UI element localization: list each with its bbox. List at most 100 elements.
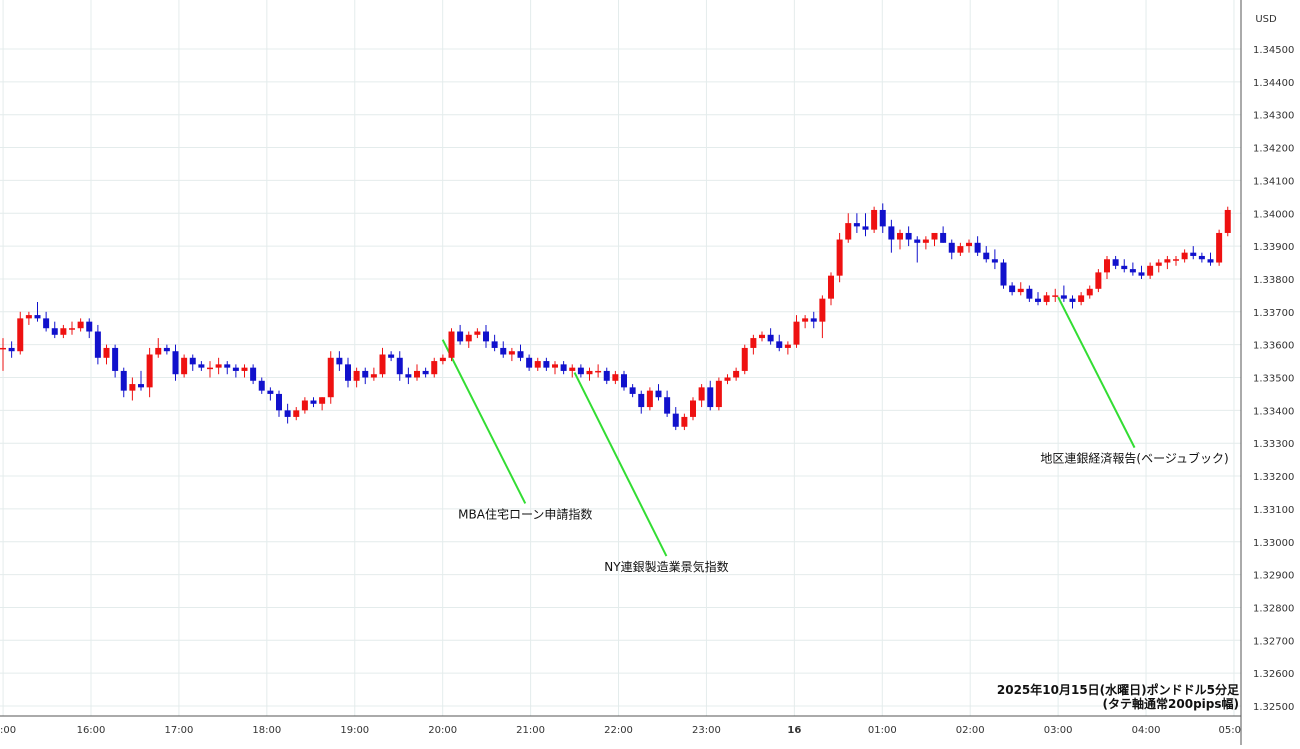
candle [181, 354, 188, 378]
candle [586, 367, 593, 381]
candle [724, 374, 731, 385]
candle-body-down [172, 351, 179, 375]
candle-body-up [77, 321, 84, 329]
candle-body-up [1017, 288, 1024, 293]
time-tick-label: 03:00 [1044, 725, 1073, 736]
candle [1026, 285, 1033, 302]
candle-body-up [370, 374, 377, 378]
candle [612, 370, 619, 385]
candle [129, 377, 136, 401]
candle-body-down [310, 400, 317, 404]
candle-body-up [465, 334, 472, 342]
candle-body-up [569, 367, 576, 371]
candle-body-up [690, 400, 696, 417]
candle-body-down [1026, 288, 1033, 299]
candle-body-down [853, 223, 860, 227]
candle [163, 344, 170, 355]
price-tick-label: 1.33700 [1253, 308, 1294, 319]
candle-body-up [750, 338, 757, 348]
candle-body-up [698, 387, 705, 401]
candle [69, 321, 75, 335]
time-tick-label: 21:00 [516, 725, 545, 736]
price-tick-label: 1.33000 [1253, 538, 1294, 549]
candle [1112, 255, 1119, 270]
candle-body-up [715, 380, 722, 408]
candle-body-up [586, 370, 593, 375]
candle [552, 361, 558, 375]
candle-body-up [319, 397, 326, 404]
candle-body-up [741, 347, 748, 371]
candle-body-up [1164, 259, 1171, 263]
candle-body-down [879, 209, 886, 227]
candle [258, 377, 265, 394]
candle [8, 341, 15, 358]
candle-body-up [69, 328, 75, 330]
candle-body-up [871, 209, 878, 230]
candle-body-up [828, 275, 834, 299]
candle [465, 331, 472, 348]
candle-body-up [1086, 288, 1093, 296]
time-tick-label: 18:00 [252, 725, 281, 736]
candle-body-down [776, 341, 783, 348]
candle [879, 203, 886, 233]
price-tick-label: 1.34300 [1253, 111, 1294, 122]
candle [715, 377, 722, 411]
candle [733, 367, 740, 381]
candle-body-down [189, 357, 196, 365]
candle [172, 344, 179, 381]
candle-body-down [267, 390, 274, 394]
candle-body-down [707, 387, 714, 408]
candle-body-down [1121, 265, 1128, 270]
time-tick-label: 22:00 [604, 725, 633, 736]
candle-body-down [767, 334, 774, 342]
candle [1035, 292, 1041, 306]
candle-body-up [353, 370, 360, 381]
candle-body-up [595, 370, 602, 373]
candle [776, 334, 783, 352]
candle-body-down [483, 331, 489, 342]
candle [1164, 255, 1171, 270]
candle-body-up [301, 400, 308, 411]
candle [431, 357, 438, 378]
candle [862, 213, 869, 237]
candle-body-up [129, 384, 136, 391]
candle-body-up [957, 246, 964, 253]
candle-body-down [948, 242, 955, 253]
candle [94, 324, 101, 365]
caption-line-1: 2025年10月15日(水曜日)ポンドドル5分足 [997, 682, 1239, 697]
candle-body-up [759, 334, 765, 339]
candle-body-up [0, 347, 6, 350]
candle [198, 361, 205, 371]
candle-body-up [414, 370, 420, 378]
candle [595, 364, 602, 378]
price-tick-label: 1.32900 [1253, 571, 1294, 582]
candle [293, 407, 300, 421]
candle [1060, 285, 1067, 302]
candle-body-down [405, 374, 412, 378]
candle-body-down [1190, 252, 1197, 256]
candle [232, 364, 239, 378]
candle [414, 364, 420, 381]
candle [345, 357, 351, 388]
time-tick-label: 20:00 [428, 725, 457, 736]
candle [207, 361, 213, 378]
candle [448, 328, 455, 362]
candle [112, 344, 119, 378]
candle [1198, 252, 1205, 263]
candle [34, 301, 41, 322]
candle-body-up [25, 315, 32, 319]
price-tick-label: 1.34000 [1253, 209, 1294, 220]
candle [793, 315, 800, 348]
candle-body-down [603, 370, 610, 381]
candle-body-down [1060, 295, 1067, 299]
candle [931, 232, 938, 247]
candle-body-down [526, 357, 533, 368]
time-tick-label: 02:00 [956, 725, 985, 736]
candle-body-down [457, 331, 464, 342]
time-tick-label: 05:0 [1219, 725, 1241, 736]
candle-body-down [43, 318, 50, 329]
candle-body-up [1173, 259, 1179, 261]
candle [43, 311, 50, 332]
price-tick-label: 1.32600 [1253, 669, 1294, 680]
